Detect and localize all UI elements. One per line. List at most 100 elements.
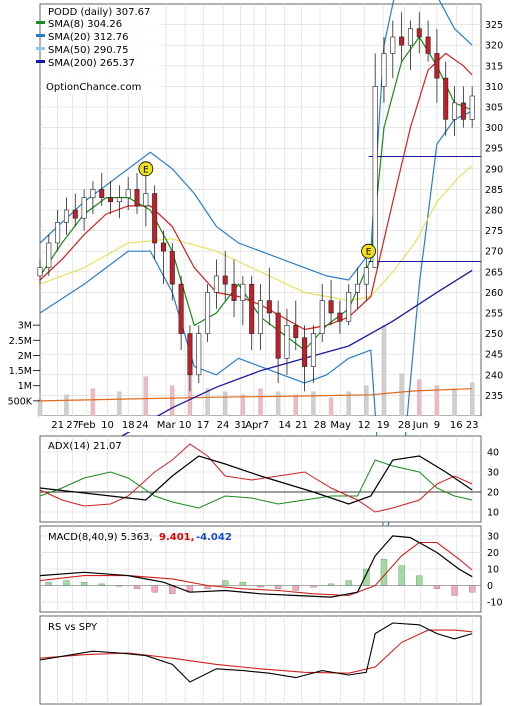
candle-body bbox=[205, 292, 211, 334]
price-tick-label: 255 bbox=[485, 309, 503, 320]
macd-histogram-bar bbox=[133, 585, 141, 589]
date-axis-background bbox=[40, 416, 481, 432]
date-tick-label: 12 bbox=[358, 420, 371, 431]
panel-tick-label: -10 bbox=[487, 598, 503, 609]
macd-histogram-bar bbox=[292, 585, 299, 591]
date-tick-label: 10 bbox=[179, 420, 192, 431]
candle-body bbox=[55, 222, 61, 244]
macd-histogram-bar bbox=[45, 582, 52, 586]
candle-body bbox=[399, 36, 405, 46]
earnings-marker-label: E bbox=[366, 248, 372, 258]
price-tick-label: 240 bbox=[485, 370, 503, 381]
main-panel: EE 2352402452502552602652702752802852902… bbox=[8, 0, 503, 540]
volume-tick-label: 2M bbox=[18, 351, 32, 362]
date-tick-label: 19 bbox=[377, 420, 390, 431]
candle-body bbox=[390, 36, 396, 54]
price-tick-label: 285 bbox=[485, 185, 503, 196]
volume-bar bbox=[223, 391, 228, 417]
volume-bar bbox=[90, 388, 96, 417]
price-axis: 235 240 245 250 255 260 265 270 275 280 285 290 295 3… bbox=[485, 20, 503, 402]
candle-body bbox=[46, 242, 52, 268]
legend-background bbox=[42, 5, 162, 95]
candle-body bbox=[116, 197, 122, 203]
volume-tick-label: 3M bbox=[18, 321, 32, 332]
date-tick-label: 28 bbox=[398, 420, 411, 431]
adx-panel: 10 20 30 40 ADX(14) 21.07 bbox=[39, 435, 499, 523]
candle-body bbox=[37, 267, 43, 277]
volume-bar bbox=[170, 385, 175, 417]
candle-body bbox=[240, 283, 246, 301]
volume-tick-label: 1.5M bbox=[9, 366, 32, 377]
adx-lines bbox=[39, 443, 481, 513]
sma50-line bbox=[39, 165, 473, 302]
date-tick-label: 27 bbox=[66, 420, 79, 431]
date-tick-label: 16 bbox=[450, 420, 463, 431]
price-tick-label: 290 bbox=[485, 164, 503, 175]
macd-histogram-bar bbox=[222, 580, 229, 586]
date-tick-label: Jun bbox=[412, 420, 429, 431]
date-tick-label: 31 bbox=[234, 420, 247, 431]
price-tick-label: 270 bbox=[485, 247, 503, 258]
rs-lines bbox=[39, 622, 473, 683]
date-tick-label: 14 bbox=[278, 420, 291, 431]
volume-bar bbox=[275, 391, 281, 417]
minus-di-line bbox=[39, 443, 473, 513]
bollinger-upper-line bbox=[39, 0, 473, 281]
price-tick-label: 320 bbox=[485, 41, 503, 52]
volume-bar bbox=[64, 394, 69, 417]
panel-tick-label: 30 bbox=[487, 531, 499, 542]
bollinger-lower-line bbox=[39, 110, 473, 540]
rs-panel: RS vs SPY bbox=[39, 615, 482, 705]
candle-body bbox=[337, 312, 343, 322]
candle-body bbox=[257, 300, 263, 334]
candle-body bbox=[319, 300, 325, 334]
macd-grid: -10 0 10 20 30 bbox=[40, 526, 503, 612]
volume-bars bbox=[37, 324, 475, 417]
price-tick-label: 250 bbox=[485, 329, 503, 340]
date-tick-label: 17 bbox=[197, 420, 210, 431]
date-tick-label: Feb bbox=[78, 420, 96, 431]
adx-label: ADX(14) 21.07 bbox=[48, 441, 122, 452]
earnings-marker bbox=[361, 243, 376, 259]
macd-histogram-bar bbox=[416, 575, 423, 586]
candle-body bbox=[196, 333, 202, 376]
candle-body bbox=[266, 300, 272, 314]
legend-label: SMA(8) 304.26 bbox=[48, 19, 122, 30]
date-tick-label: Apr bbox=[245, 420, 263, 431]
legend-swatch bbox=[36, 21, 45, 24]
price-tick-label: 235 bbox=[485, 391, 503, 402]
volume-bar bbox=[258, 388, 263, 417]
date-tick-label: May bbox=[330, 420, 351, 431]
date-tick-label: 24 bbox=[136, 420, 149, 431]
panel-tick-label: 30 bbox=[487, 468, 499, 479]
candle-body bbox=[275, 312, 281, 359]
candle-body bbox=[302, 337, 308, 367]
date-tick-label: Mar bbox=[157, 420, 177, 431]
volume-bar bbox=[117, 391, 122, 417]
volume-bar bbox=[399, 373, 404, 417]
candle-body bbox=[63, 209, 69, 223]
candle-body bbox=[99, 189, 105, 198]
candle-body bbox=[178, 283, 184, 334]
panel-tick-label: 10 bbox=[487, 508, 499, 519]
candle-body bbox=[372, 86, 378, 268]
volume-bar bbox=[328, 397, 334, 417]
candle-body bbox=[460, 102, 466, 120]
date-tick-label: 24 bbox=[217, 420, 230, 431]
legend-swatch bbox=[36, 34, 45, 37]
rs-line bbox=[39, 622, 473, 683]
candle-body bbox=[328, 300, 334, 314]
candle-body bbox=[108, 197, 114, 203]
candle-body bbox=[249, 283, 255, 334]
legend-label: SMA(50) 290.75 bbox=[48, 45, 129, 56]
price-tick-label: 300 bbox=[485, 123, 503, 134]
plus-di-line bbox=[39, 459, 473, 509]
price-tick-label: 260 bbox=[485, 288, 503, 299]
legend-label: SMA(200) 265.37 bbox=[48, 58, 135, 69]
legend: PODD (daily) 307.67 SMA(8) 304.26 SMA(20)… bbox=[36, 5, 162, 95]
macd-signal-line bbox=[39, 541, 473, 597]
adx-grid: 10 20 30 40 bbox=[40, 436, 499, 522]
candle-body bbox=[231, 283, 237, 301]
